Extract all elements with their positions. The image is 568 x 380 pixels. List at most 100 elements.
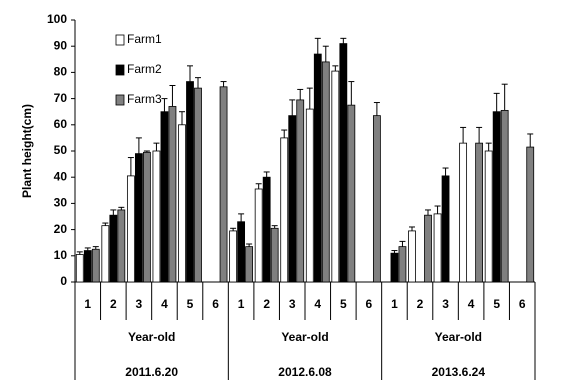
error-bar: [102, 222, 109, 226]
error-bar: [425, 209, 431, 216]
error-bar: [263, 171, 270, 178]
bar: [254, 188, 263, 283]
error-bar: [187, 65, 193, 82]
x-tick-label: 5: [340, 297, 347, 311]
error-bar: [118, 206, 125, 210]
group-label: 2012.6.08: [278, 365, 332, 379]
x-tick-label: 4: [468, 297, 475, 311]
bar: [526, 146, 535, 283]
y-tick-label: 90: [54, 38, 68, 52]
bar: [288, 115, 297, 283]
bar: [484, 150, 493, 283]
x-tick-label: 1: [238, 297, 245, 311]
bar: [160, 111, 169, 283]
error-bar: [153, 142, 160, 151]
legend-label: Farm2: [127, 62, 162, 76]
error-bar: [442, 167, 449, 176]
error-bar: [255, 183, 262, 189]
error-bar: [281, 129, 288, 138]
legend-swatch: [115, 34, 125, 46]
y-tick-label: 50: [54, 143, 68, 157]
error-bar: [179, 111, 185, 125]
error-bar: [135, 137, 142, 154]
error-bar: [246, 243, 253, 247]
error-bar: [527, 133, 534, 148]
bar: [229, 230, 238, 283]
x-tick-label: 1: [391, 297, 398, 311]
bar: [270, 227, 279, 283]
bar: [262, 176, 271, 283]
error-bar: [314, 37, 321, 55]
error-bar: [238, 213, 245, 222]
bar: [459, 142, 468, 283]
bar: [168, 106, 177, 283]
bar: [101, 225, 110, 283]
error-bar: [409, 226, 415, 231]
bar: [219, 86, 228, 283]
x-tick-label: 1: [84, 297, 91, 311]
bar: [91, 248, 100, 283]
x-tick-label: 5: [493, 297, 500, 311]
y-tick-label: 40: [54, 169, 68, 183]
bar: [372, 115, 381, 283]
x-tick-label: 2: [263, 297, 270, 311]
error-bar: [306, 87, 313, 110]
bar: [237, 221, 246, 283]
error-bar: [195, 77, 201, 89]
bar: [178, 124, 186, 283]
bar: [408, 230, 416, 283]
bar: [280, 137, 289, 283]
error-bar: [110, 209, 117, 216]
error-bar: [348, 81, 355, 106]
x-tick-label: 6: [366, 297, 373, 311]
bar: [313, 53, 322, 283]
bar: [347, 104, 356, 283]
x-tick-label: 2: [417, 297, 424, 311]
x-tick-label: 3: [289, 297, 296, 311]
y-tick-label: 30: [54, 196, 68, 210]
error-bar: [84, 247, 91, 251]
bar: [331, 70, 340, 283]
error-bar: [322, 45, 329, 62]
y-tick-label: 80: [54, 65, 68, 79]
bar: [186, 81, 194, 283]
bar: [296, 99, 305, 283]
y-axis-label: Plant height(cm): [20, 104, 34, 198]
error-bar: [460, 126, 467, 144]
bar: [142, 151, 151, 283]
error-bar: [161, 98, 168, 112]
y-tick-label: 10: [54, 248, 68, 262]
x-tick-label: 3: [136, 297, 143, 311]
x-tick-label: 5: [187, 297, 194, 311]
y-tick-label: 0: [60, 274, 67, 288]
bar: [117, 209, 126, 283]
bar: [321, 61, 330, 283]
bar: [75, 254, 84, 283]
bar: [441, 175, 450, 283]
group-label: 2011.6.20: [125, 365, 178, 379]
error-bar: [340, 37, 347, 44]
error-bar: [127, 157, 134, 176]
legend-label: Farm3: [127, 92, 162, 106]
error-bar: [230, 227, 237, 231]
bar: [245, 246, 254, 283]
bar: [398, 246, 407, 283]
x-tick-label: 2: [110, 297, 117, 311]
error-bar: [143, 150, 150, 153]
error-bar: [493, 92, 500, 112]
bar: [126, 175, 135, 283]
bar: [83, 250, 92, 283]
error-bar: [434, 205, 441, 214]
error-bar: [92, 246, 99, 250]
error-bar: [76, 251, 83, 255]
error-bar: [476, 126, 483, 144]
bar: [339, 43, 348, 283]
bar: [390, 252, 399, 283]
error-bar: [391, 250, 398, 254]
bar: [424, 214, 432, 283]
legend-swatch: [115, 94, 125, 106]
bar: [194, 87, 202, 283]
y-tick-label: 20: [54, 222, 68, 236]
error-bar: [220, 81, 227, 87]
group-label: 2013.6.24: [432, 365, 486, 379]
